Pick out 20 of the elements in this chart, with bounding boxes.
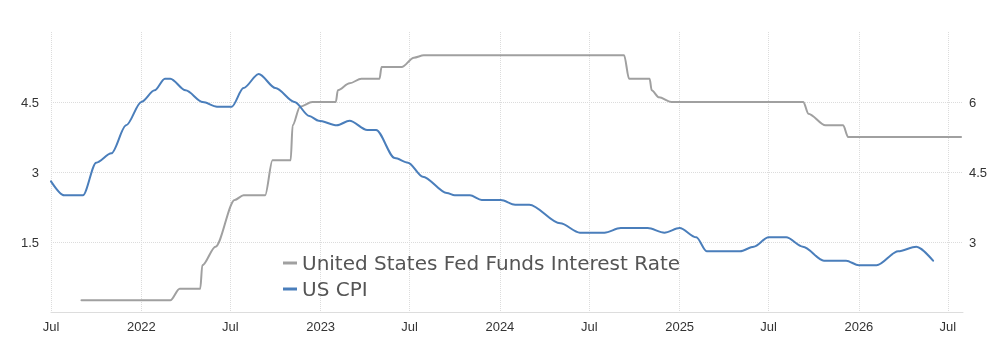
legend-label: United States Fed Funds Interest Rate [302,251,681,275]
y-tick-label: 3 [31,164,39,180]
x-tick-label: Jul [401,319,418,334]
x-tick-label: Jul [580,319,598,334]
x-tick-label: 2026 [844,319,874,334]
x-tick-label: 2024 [485,319,515,334]
x-tick-label: 2022 [126,319,156,334]
y2-tick-label: 3 [969,234,977,250]
x-tick-label: Jul [939,319,957,334]
line-series [80,54,963,302]
x-tick-label: Jul [760,319,777,334]
y-tick-label: 4.5 [20,94,39,110]
x-tick-label: Jul [42,319,60,334]
y-tick-label: 1.5 [20,234,39,250]
y2-tick-label: 4.5 [969,164,988,180]
x-tick-label: 2025 [665,319,695,334]
x-tick-label: 2023 [306,319,336,334]
y2-tick-label: 6 [969,94,977,110]
legend-label: US CPI [302,277,368,301]
x-tick-label: Jul [221,319,239,334]
